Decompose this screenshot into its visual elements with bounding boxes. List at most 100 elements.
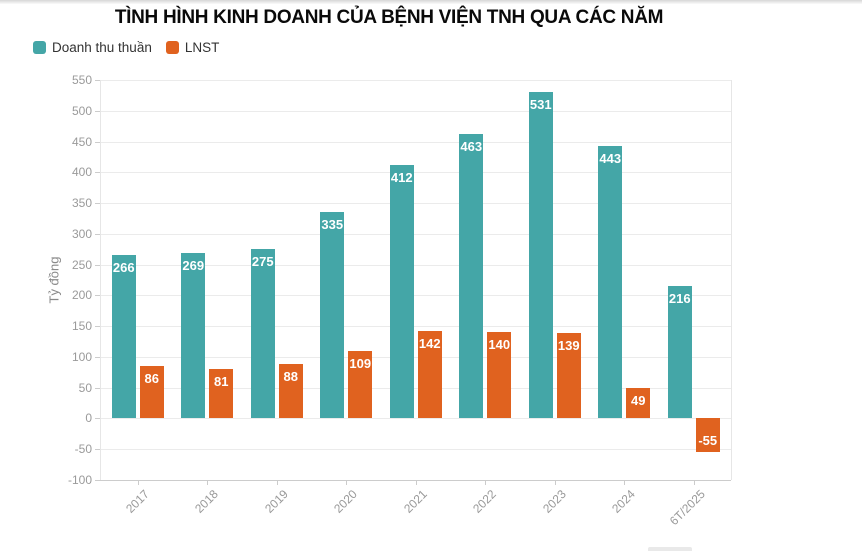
gridline-150 [100, 326, 731, 328]
bar-lnst-2022[interactable] [487, 332, 512, 419]
y-tick-50 [95, 387, 100, 389]
bar-value-label: 275 [251, 254, 274, 270]
y-tick-label: 400 [71, 165, 92, 180]
bar-value-label: 86 [144, 370, 159, 386]
y-tick-350 [95, 203, 100, 205]
bar-value-label: 216 [668, 290, 691, 306]
bar-value-label: 109 [349, 356, 372, 372]
x-axis-label-2020: 2020 [331, 487, 361, 516]
y-tick-label: 350 [71, 196, 92, 211]
bar-lnst-2019[interactable] [278, 364, 303, 419]
bar-value-label: 463 [460, 138, 483, 154]
gridline-50 [100, 387, 731, 389]
legend-label-doanh-thu-thuan: Doanh thu thuần [52, 40, 152, 55]
bar-value-label: 140 [488, 337, 511, 353]
gridline-0 [100, 418, 731, 420]
x-tick-2022 [485, 480, 487, 485]
gridline--50 [100, 449, 731, 451]
bar-doanh-thu-thuan-2018[interactable] [181, 252, 206, 419]
bar-lnst-2018[interactable] [209, 368, 234, 419]
bar-doanh-thu-thuan-2019[interactable] [250, 249, 275, 419]
y-tick-250 [95, 264, 100, 266]
top-border-band [0, 0, 862, 4]
bar-value-label: 531 [529, 96, 552, 112]
gridline-300 [100, 233, 731, 235]
bar-value-label: 443 [599, 150, 622, 166]
orange-square-icon [165, 41, 179, 54]
y-tick-450 [95, 141, 100, 143]
bar-value-label: 49 [631, 393, 646, 409]
x-axis-label-2017: 2017 [122, 487, 152, 516]
gridline-400 [100, 172, 731, 174]
y-tick-200 [95, 295, 100, 297]
bar-value-label: 412 [390, 169, 413, 185]
x-axis-label-2023: 2023 [539, 487, 569, 516]
bar-lnst-2017[interactable] [139, 365, 164, 419]
y-tick-label: 500 [71, 103, 92, 118]
legend-item-doanh-thu-thuan[interactable]: Doanh thu thuần [33, 40, 152, 55]
x-axis-label-2019: 2019 [261, 487, 291, 516]
x-tick-2020 [346, 480, 348, 485]
y-tick-label: 100 [71, 349, 92, 364]
x-tick-2017 [137, 480, 139, 485]
bar-doanh-thu-thuan-2022[interactable] [459, 133, 484, 419]
bar-lnst-2021[interactable] [417, 331, 442, 419]
y-tick-label: -50 [74, 442, 92, 457]
watermark-partial [648, 547, 692, 551]
bar-value-label: 269 [182, 257, 205, 273]
legend-item-lnst[interactable]: LNST [165, 40, 220, 55]
x-axis-label-2018: 2018 [192, 487, 222, 516]
bar-value-label: 88 [283, 369, 298, 385]
x-tick-6T/2025 [693, 480, 695, 485]
bar-value-label: 139 [557, 337, 580, 353]
y-tick-400 [95, 172, 100, 174]
bar-doanh-thu-thuan-2024[interactable] [598, 145, 623, 419]
y-tick-label: 150 [71, 319, 92, 334]
y-tick-0 [95, 418, 100, 420]
gridline-100 [100, 356, 731, 358]
y-tick-300 [95, 233, 100, 235]
bar-value-label: 81 [214, 373, 229, 389]
bar-value-label: -55 [698, 433, 718, 449]
x-tick-2023 [554, 480, 556, 485]
page-title: TÌNH HÌNH KINH DOANH CỦA BỆNH VIỆN TNH Q… [114, 7, 664, 28]
x-tick-2018 [207, 480, 209, 485]
bar-value-label: 266 [112, 259, 135, 275]
bar-doanh-thu-thuan-6T/2025[interactable] [667, 285, 692, 419]
x-axis-line [100, 480, 731, 481]
y-tick-100 [95, 356, 100, 358]
y-tick-550 [95, 80, 100, 81]
bar-lnst-2023[interactable] [556, 332, 581, 419]
teal-square-icon [33, 41, 46, 54]
bar-doanh-thu-thuan-2023[interactable] [528, 91, 553, 419]
x-tick-2019 [276, 480, 278, 485]
y-tick-label: 200 [71, 288, 92, 303]
bar-lnst-6T/2025[interactable] [695, 418, 720, 453]
bar-doanh-thu-thuan-2017[interactable] [111, 254, 136, 419]
bar-value-label: 142 [418, 336, 441, 352]
bar-value-label: 335 [321, 217, 344, 233]
bar-lnst-2020[interactable] [348, 351, 373, 419]
y-tick-150 [95, 326, 100, 328]
gridline-200 [100, 295, 731, 297]
gridline-450 [100, 141, 731, 143]
y-tick--50 [95, 449, 100, 451]
y-tick-label: 450 [71, 134, 92, 149]
y-axis-line [100, 80, 101, 480]
y-tick-label: 0 [85, 411, 92, 426]
y-tick-label: 50 [78, 380, 92, 395]
plot-right-border [731, 80, 732, 480]
y-tick-label: 250 [71, 257, 92, 272]
x-axis-label-2021: 2021 [400, 487, 430, 516]
y-tick-label: 300 [71, 226, 92, 241]
y-tick-500 [95, 110, 100, 112]
y-tick-label: 550 [71, 73, 92, 87]
x-tick-2024 [624, 480, 626, 485]
bar-doanh-thu-thuan-2021[interactable] [389, 164, 414, 419]
gridline-550 [100, 80, 731, 81]
legend-label-lnst: LNST [184, 40, 220, 55]
x-axis-label-2024: 2024 [609, 487, 639, 516]
bar-lnst-2024[interactable] [626, 388, 651, 419]
bar-doanh-thu-thuan-2020[interactable] [320, 212, 345, 419]
